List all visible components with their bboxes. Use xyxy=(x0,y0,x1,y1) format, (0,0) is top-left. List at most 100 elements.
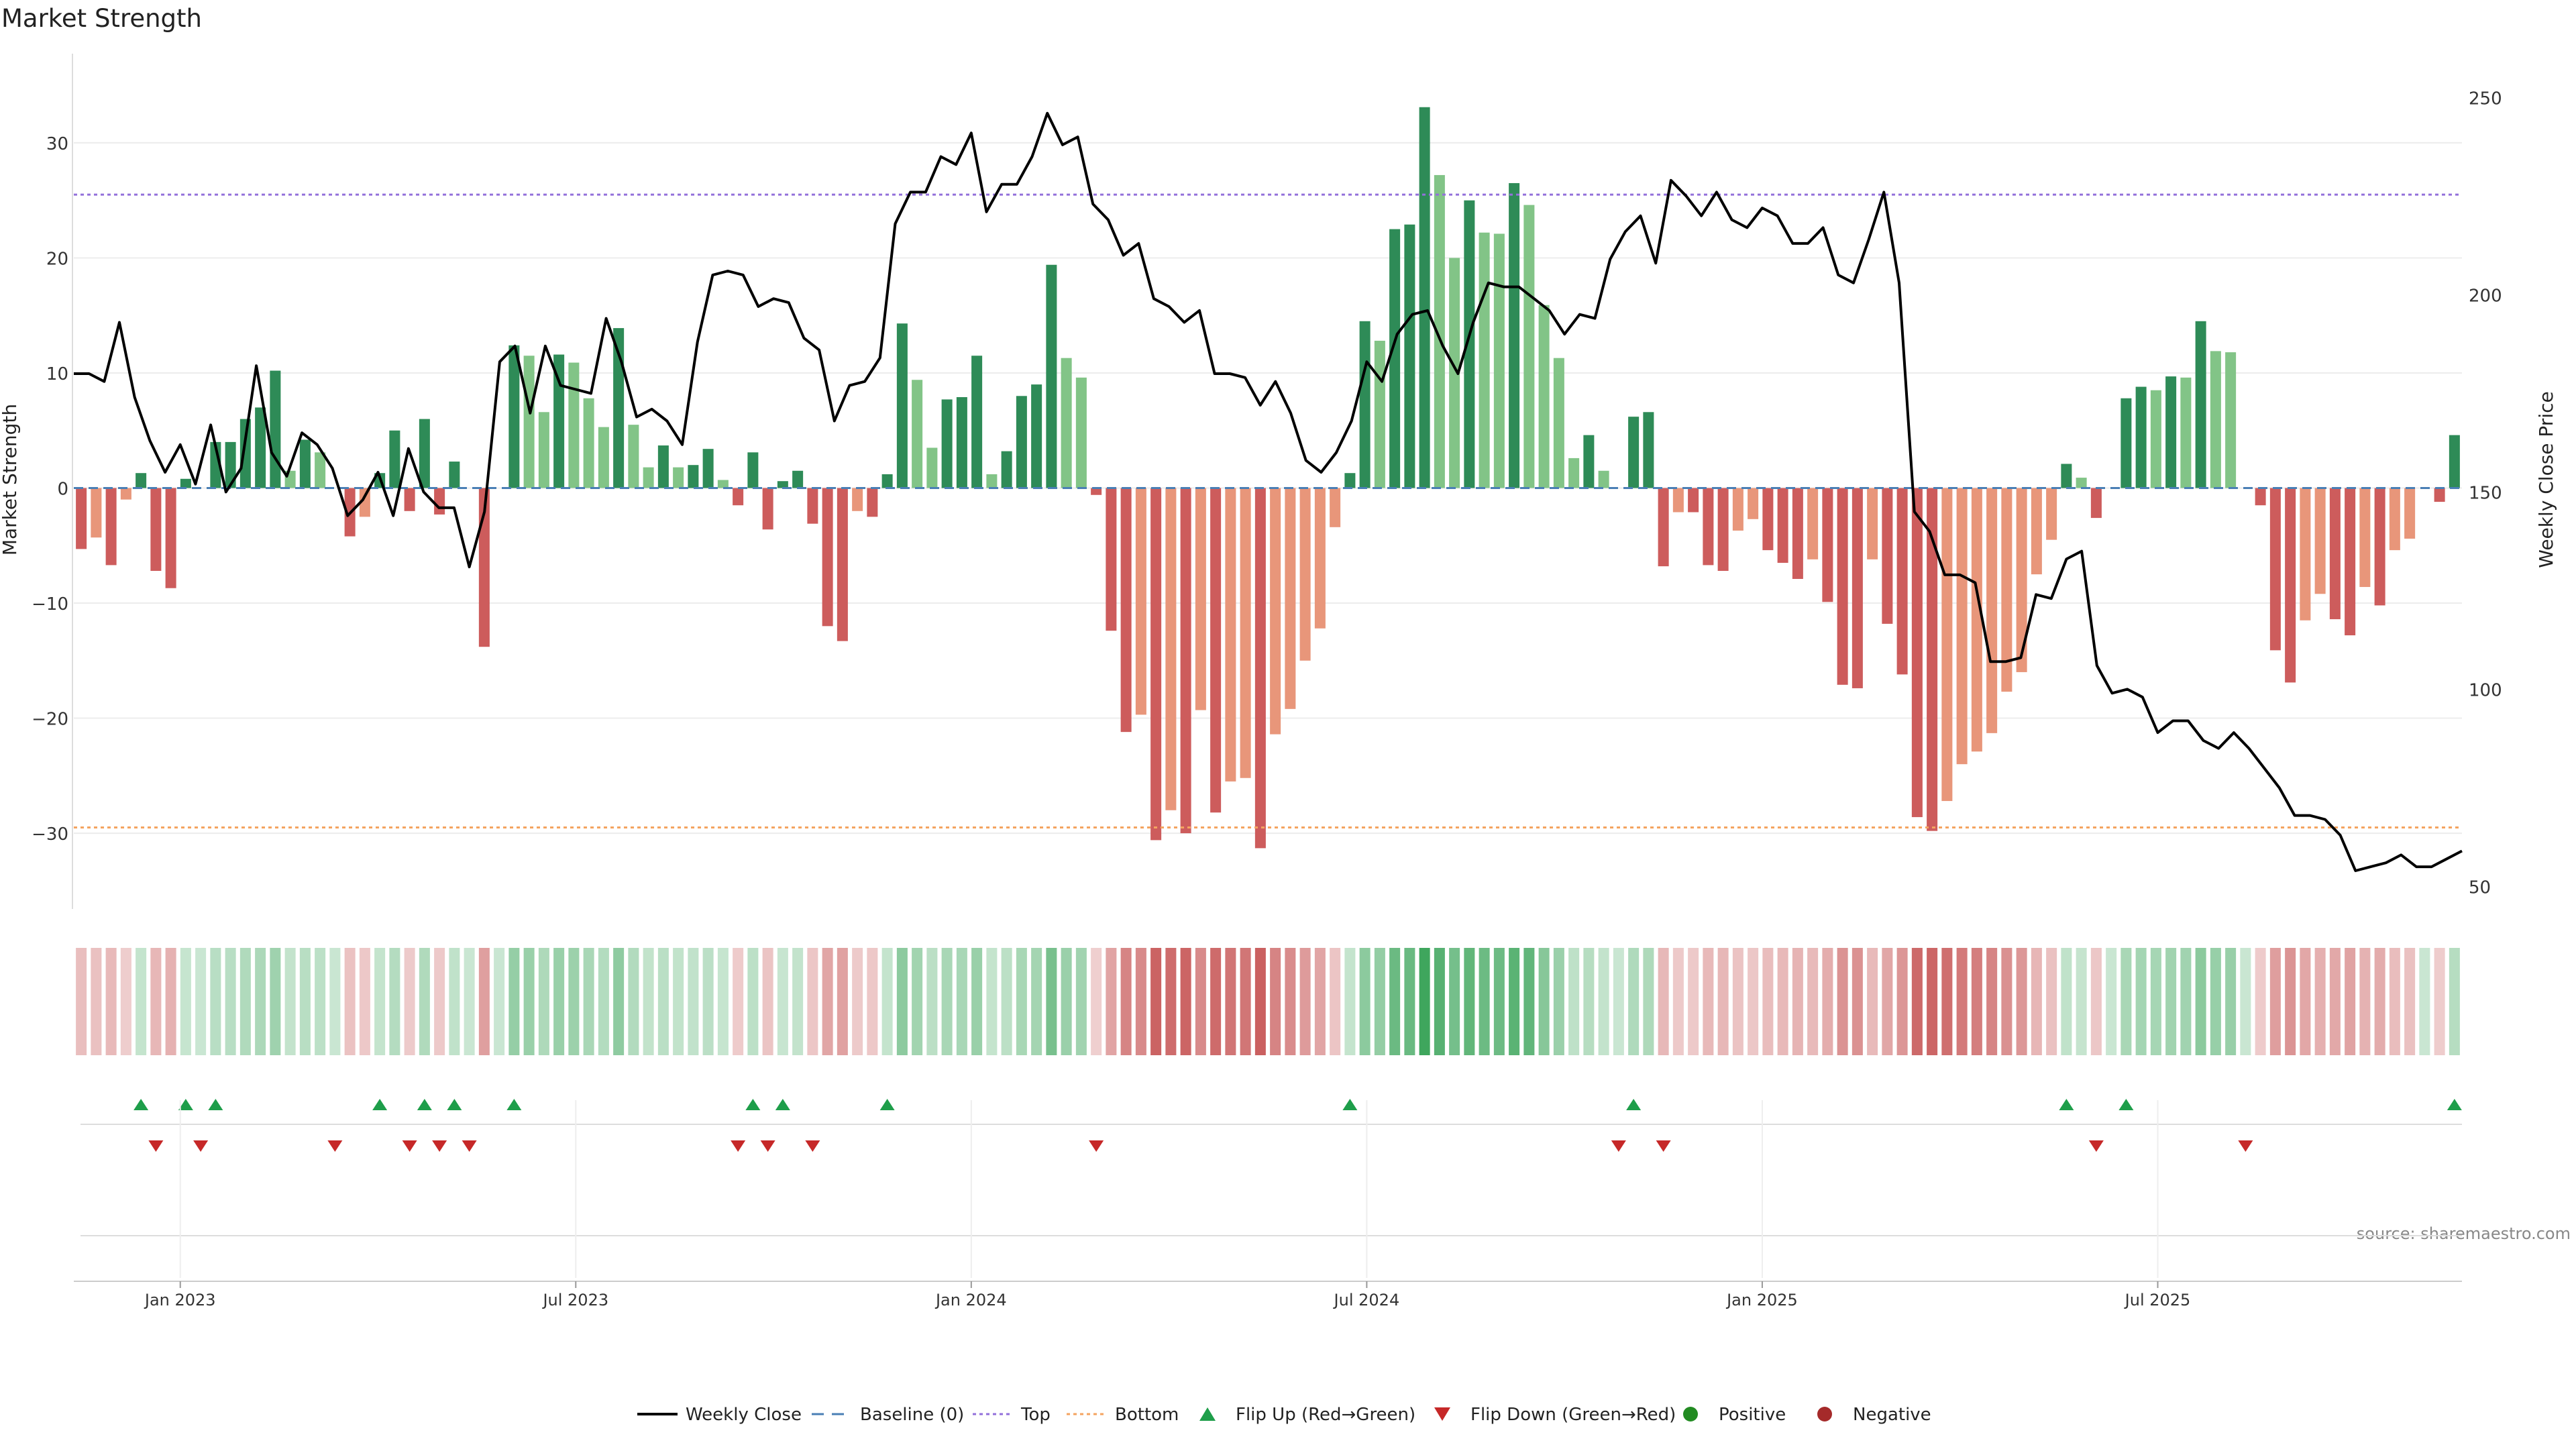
heat-cell xyxy=(2359,948,2371,1055)
heat-cell xyxy=(912,948,923,1055)
heat-cell xyxy=(2225,948,2237,1055)
y-axis-right-label: Weekly Close Price xyxy=(2535,391,2557,568)
heat-cell xyxy=(762,948,773,1055)
grid xyxy=(72,54,2462,909)
heat-cell xyxy=(1225,948,1236,1055)
strength-bar xyxy=(1762,488,1774,551)
flip-down-marker xyxy=(1089,1140,1104,1152)
strength-bar xyxy=(299,439,311,488)
strength-bar xyxy=(1091,488,1102,495)
heat-cell xyxy=(2255,948,2266,1055)
strength-bar xyxy=(1195,488,1206,710)
strength-bar xyxy=(2165,376,2177,488)
legend-swatch xyxy=(1683,1407,1698,1421)
heat-cell xyxy=(2300,948,2311,1055)
heat-cell xyxy=(1464,948,1475,1055)
heat-cell xyxy=(2449,948,2460,1055)
legend-label: Top xyxy=(1020,1405,1051,1425)
heat-cell xyxy=(2269,948,2281,1055)
heat-cell xyxy=(1016,948,1027,1055)
strength-bar xyxy=(941,399,953,488)
heat-cell xyxy=(807,948,818,1055)
strength-bar xyxy=(1643,412,1654,488)
flip-up-marker xyxy=(2059,1099,2074,1110)
heat-cell xyxy=(1001,948,1012,1055)
heat-cell xyxy=(299,948,311,1055)
heat-cell xyxy=(2001,948,2012,1055)
heat-cell xyxy=(1075,948,1087,1055)
strength-bar xyxy=(568,362,580,488)
heat-cell xyxy=(881,948,893,1055)
strength-bar xyxy=(1479,232,1490,488)
heat-cell xyxy=(2285,948,2296,1055)
heat-cell xyxy=(1553,948,1564,1055)
x-tick-label: Jul 2023 xyxy=(541,1291,608,1309)
weekly-close-line xyxy=(74,111,2463,872)
strength-bar xyxy=(1464,200,1475,488)
strength-bar xyxy=(1688,488,1699,513)
strength-bar xyxy=(762,488,773,530)
heat-cell xyxy=(239,948,251,1055)
heat-cell xyxy=(374,948,386,1055)
flip-down-marker xyxy=(2238,1140,2253,1152)
strength-bar xyxy=(165,488,176,588)
heat-cell xyxy=(1120,948,1132,1055)
heat-cell xyxy=(613,948,625,1055)
strength-bar xyxy=(2404,488,2416,539)
strength-bar xyxy=(136,473,147,488)
legend-swatch xyxy=(1199,1407,1216,1421)
heat-cell xyxy=(2195,948,2206,1055)
strength-bar xyxy=(1732,488,1743,531)
legend-item: Flip Up (Red→Green) xyxy=(1199,1405,1415,1425)
heat-cell xyxy=(867,948,878,1055)
heat-cell xyxy=(971,948,983,1055)
strength-bar xyxy=(1703,488,1714,566)
legend-swatch xyxy=(1434,1407,1450,1421)
strength-bar xyxy=(1270,488,1281,735)
flip-up-marker xyxy=(447,1099,462,1110)
heat-cell xyxy=(1896,948,1908,1055)
heat-cell xyxy=(1613,948,1624,1055)
heat-cell xyxy=(1299,948,1311,1055)
heat-cell xyxy=(1523,948,1535,1055)
strength-bar xyxy=(1374,340,1385,488)
heat-cell xyxy=(1106,948,1117,1055)
heat-cell xyxy=(1538,948,1550,1055)
heat-cell xyxy=(702,948,714,1055)
strength-bar xyxy=(1598,470,1609,488)
heat-cell xyxy=(1091,948,1102,1055)
heat-cell xyxy=(822,948,833,1055)
heat-cell xyxy=(643,948,654,1055)
heat-cell xyxy=(523,948,535,1055)
strength-bar xyxy=(1851,488,1863,688)
heat-cell xyxy=(449,948,460,1055)
heat-cell xyxy=(2180,948,2192,1055)
heat-cell xyxy=(1434,948,1445,1055)
y-tick-label-left: 30 xyxy=(46,134,68,154)
legend-item: Weekly Close xyxy=(637,1405,802,1425)
heat-cell xyxy=(270,948,281,1055)
heat-cell xyxy=(1344,948,1356,1055)
heat-cell xyxy=(1882,948,1893,1055)
strength-bar xyxy=(478,488,490,647)
heat-cell xyxy=(195,948,207,1055)
heat-cell xyxy=(2121,948,2132,1055)
strength-bar xyxy=(1061,358,1072,488)
legend-label: Weekly Close xyxy=(686,1405,802,1425)
strength-bar xyxy=(91,488,102,538)
heat-cell xyxy=(1851,948,1863,1055)
heat-cell xyxy=(2329,948,2341,1055)
strength-bar xyxy=(1658,488,1669,567)
flip-down-marker xyxy=(148,1140,164,1152)
legend-label: Baseline (0) xyxy=(860,1405,964,1425)
flip-markers xyxy=(80,1099,2462,1236)
heat-cell xyxy=(568,948,580,1055)
strength-bar xyxy=(1583,435,1595,488)
heat-cell xyxy=(657,948,669,1055)
flip-down-marker xyxy=(1656,1140,1671,1152)
strength-bar xyxy=(2449,435,2460,488)
strength-bar xyxy=(270,370,281,488)
strength-bar xyxy=(1120,488,1132,733)
heat-cell xyxy=(1732,948,1743,1055)
